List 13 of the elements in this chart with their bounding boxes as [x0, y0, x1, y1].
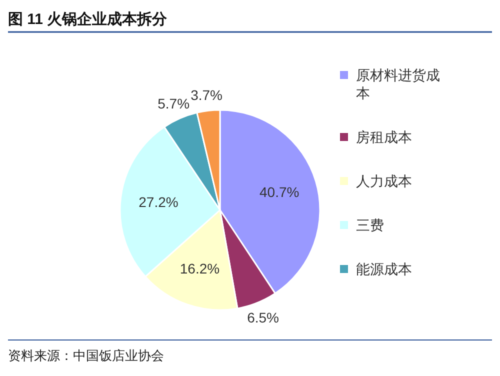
- data-label: 6.5%: [247, 310, 279, 326]
- data-label: 3.7%: [190, 86, 223, 103]
- legend-label: 三费: [356, 217, 384, 233]
- data-label: 16.2%: [180, 260, 220, 277]
- data-label: 5.7%: [158, 96, 190, 112]
- legend-label: 原材料进货成本: [356, 67, 440, 101]
- data-label: 27.2%: [138, 194, 178, 210]
- legend-label: 人力成本: [356, 173, 412, 189]
- data-label: 40.7%: [260, 184, 300, 200]
- text: 资料来源：中国饭店业协会: [8, 348, 164, 363]
- legend-label: 房租成本: [356, 129, 412, 145]
- title: 图 11 火锅企业成本拆分: [8, 11, 168, 28]
- legend-label: 能源成本: [356, 261, 412, 277]
